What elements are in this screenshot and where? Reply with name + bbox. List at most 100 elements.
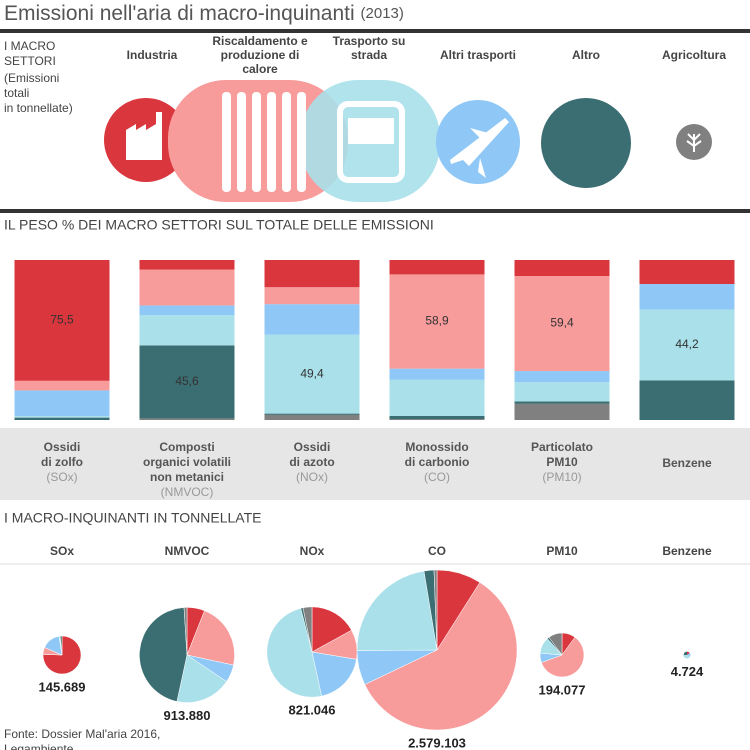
- bar-segment: [514, 260, 610, 276]
- bar-segment: [639, 309, 735, 381]
- pie-title: CO: [428, 544, 446, 558]
- divider: [0, 209, 750, 213]
- pie-total: 2.579.103: [408, 735, 466, 750]
- icon-radiator: [252, 92, 261, 192]
- pie-slice: [266, 607, 322, 698]
- section-title: IL PESO % DEI MACRO SETTORI SUL TOTALE D…: [4, 217, 434, 233]
- bar-segment: [389, 379, 485, 416]
- sectors-note: in tonnellate): [4, 101, 73, 115]
- pie-slice: [687, 651, 690, 655]
- pie-slice: [683, 654, 691, 659]
- bar-segment: [264, 304, 360, 335]
- pie: [139, 607, 235, 703]
- pie: [266, 606, 358, 698]
- pie-total: 4.724: [671, 664, 704, 679]
- bar-segment: [639, 380, 735, 420]
- pie-total: 821.046: [289, 703, 336, 718]
- icon-radiator: [297, 92, 306, 192]
- icon-wheat: [686, 133, 702, 152]
- bar-segment: [514, 371, 610, 383]
- icon-factory: [126, 112, 162, 160]
- pie-slice: [59, 635, 63, 656]
- pie-slice: [139, 607, 188, 702]
- pie-slice: [356, 570, 438, 651]
- bar-segment: [14, 416, 110, 418]
- source: Fonte: Dossier Mal'aria 2016,: [4, 727, 160, 741]
- bar-segment: [139, 418, 235, 420]
- category-code: (CO): [424, 470, 450, 484]
- bar-segment: [139, 345, 235, 419]
- bar-segment: [389, 260, 485, 275]
- category-label: organici volatili: [143, 455, 231, 469]
- sectors-heading: I MACRO: [4, 39, 55, 53]
- bar-segment: [264, 413, 360, 415]
- bar-segment: [514, 403, 610, 420]
- pie-title: Benzene: [662, 544, 712, 558]
- bar-segment: [14, 390, 110, 416]
- bar-segment: [389, 274, 485, 369]
- pie: [356, 569, 518, 731]
- pie-total: 145.689: [39, 679, 86, 694]
- pie-slice: [687, 652, 691, 657]
- legend-label: Industria: [127, 48, 178, 62]
- pie-slice: [42, 635, 82, 675]
- icon-plane: [450, 118, 509, 178]
- bar-segment: [389, 415, 485, 420]
- data-label: 75,5: [50, 313, 74, 327]
- bar-segment: [139, 305, 235, 316]
- pie: [42, 635, 82, 675]
- category-label: Composti: [159, 440, 214, 454]
- pie-slice: [302, 606, 313, 653]
- bar-segment: [389, 419, 485, 420]
- title: Emissioni nell'aria di macro-inquinanti …: [4, 2, 404, 25]
- data-label: 58,9: [425, 314, 449, 328]
- bar-segment: [264, 414, 360, 420]
- category-label: Particolato: [531, 440, 593, 454]
- pie-slice: [311, 651, 357, 697]
- section-title: I MACRO-INQUINANTI IN TONNELLATE: [4, 510, 261, 526]
- bar-segment: [264, 287, 360, 305]
- bar-segment: [139, 260, 235, 270]
- pie-title: NMVOC: [165, 544, 210, 558]
- category-label: Benzene: [662, 456, 712, 470]
- bar-segment: [14, 380, 110, 391]
- pie-slice: [183, 607, 188, 656]
- pie-slice: [433, 569, 438, 651]
- legend-label: Trasporto su strada: [333, 34, 406, 62]
- category-label: Monossido: [405, 440, 468, 454]
- pie-title: SOx: [50, 544, 74, 558]
- category-label: PM10: [546, 455, 578, 469]
- icon-radiator: [282, 92, 291, 192]
- category-code: (NMVOC): [161, 485, 214, 499]
- bar-segment: [139, 315, 235, 346]
- sector-icon: [541, 98, 631, 188]
- pie: [683, 651, 691, 659]
- legend-label: Riscaldamento e produzione di calore: [212, 34, 308, 76]
- pie-slice: [364, 582, 518, 731]
- category-label: di zolfo: [41, 455, 83, 469]
- pie-slice: [311, 606, 352, 653]
- sectors-heading: SETTORI: [4, 54, 56, 68]
- bar-segment: [264, 260, 360, 288]
- icon-radiator: [222, 92, 231, 192]
- category-code: (PM10): [542, 470, 581, 484]
- category-label: non metanici: [150, 470, 224, 484]
- bar-segment: [139, 269, 235, 306]
- title-year: (2013): [361, 5, 404, 22]
- category-label: di carbonio: [405, 455, 470, 469]
- icon-bus: [348, 118, 394, 144]
- category-label: Ossidi: [44, 440, 81, 454]
- icon-bus: [337, 101, 405, 183]
- category-code: (SOx): [46, 470, 77, 484]
- sectors-note: totali: [4, 86, 29, 100]
- icon-radiator: [237, 92, 246, 192]
- pie-slice: [176, 654, 227, 703]
- bar-segment: [514, 276, 610, 372]
- pie: [539, 632, 585, 678]
- legend-label: Altro: [572, 48, 600, 62]
- pie-slice: [541, 636, 585, 678]
- data-label: 49,4: [300, 366, 324, 380]
- pie-slice: [683, 651, 687, 655]
- bar-segment: [639, 284, 735, 310]
- category-band: [0, 428, 750, 500]
